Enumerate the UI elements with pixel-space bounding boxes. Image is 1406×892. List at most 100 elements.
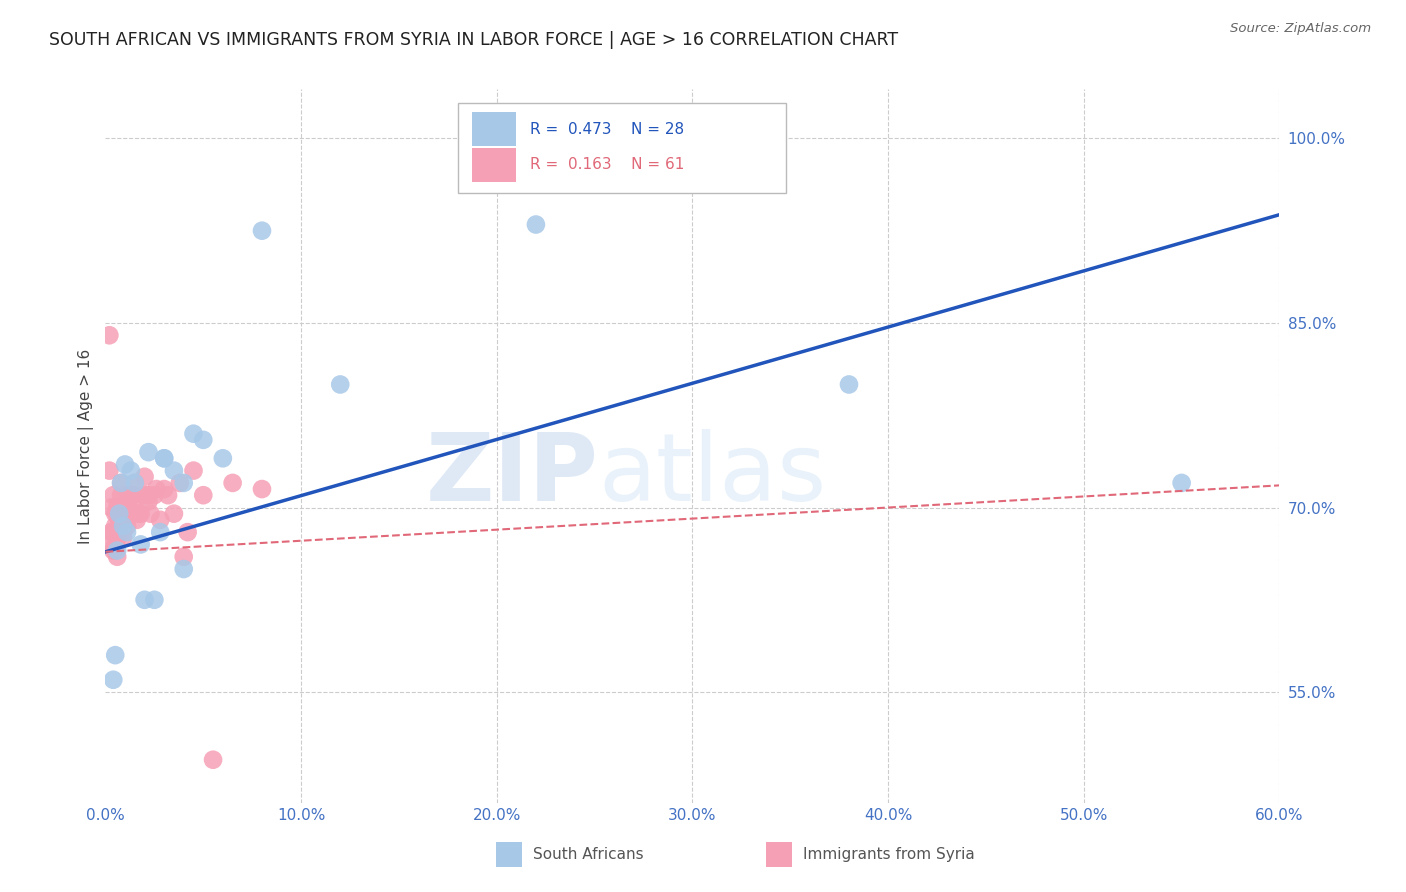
FancyBboxPatch shape: [472, 148, 516, 182]
FancyBboxPatch shape: [457, 103, 786, 193]
Point: [120, 488, 142, 502]
Point: [103, 543, 125, 558]
Point: [163, 464, 186, 478]
Point: [134, 469, 156, 483]
Point: [108, 519, 131, 533]
Point: [112, 525, 135, 540]
Point: [153, 451, 176, 466]
Point: [139, 507, 162, 521]
Point: [211, 451, 233, 466]
Point: [120, 507, 142, 521]
Point: [103, 673, 125, 687]
Point: [115, 519, 138, 533]
Point: [105, 543, 128, 558]
Point: [124, 494, 146, 508]
Point: [105, 531, 128, 545]
Point: [121, 488, 143, 502]
Point: [143, 592, 166, 607]
Point: [250, 224, 273, 238]
Point: [112, 519, 135, 533]
Point: [173, 549, 195, 564]
Point: [118, 488, 141, 502]
Text: Immigrants from Syria: Immigrants from Syria: [803, 847, 974, 862]
Point: [149, 525, 172, 540]
Text: R =  0.163    N = 61: R = 0.163 N = 61: [530, 157, 685, 172]
Point: [173, 562, 195, 576]
Point: [105, 500, 128, 515]
Point: [193, 488, 215, 502]
Point: [105, 507, 128, 521]
Point: [129, 537, 152, 551]
Point: [110, 500, 132, 515]
Point: [250, 482, 273, 496]
Point: [145, 482, 167, 496]
Point: [112, 531, 135, 545]
Text: South Africans: South Africans: [533, 847, 644, 862]
Point: [115, 507, 138, 521]
Point: [104, 507, 127, 521]
Point: [100, 500, 122, 515]
Point: [110, 475, 132, 490]
FancyBboxPatch shape: [766, 842, 792, 867]
Point: [138, 488, 160, 502]
Point: [118, 500, 141, 515]
Point: [100, 525, 122, 540]
Point: [129, 507, 152, 521]
Point: [125, 513, 148, 527]
Point: [104, 648, 127, 662]
Text: atlas: atlas: [599, 428, 827, 521]
Point: [124, 475, 146, 490]
Point: [131, 488, 153, 502]
Point: [108, 525, 131, 540]
Point: [110, 507, 132, 521]
Point: [221, 475, 243, 490]
Point: [121, 507, 143, 521]
Point: [114, 458, 136, 472]
Point: [169, 475, 191, 490]
Point: [108, 513, 131, 527]
Point: [176, 525, 198, 540]
Point: [134, 592, 156, 607]
Y-axis label: In Labor Force | Age > 16: In Labor Force | Age > 16: [79, 349, 94, 543]
Point: [163, 507, 186, 521]
Text: SOUTH AFRICAN VS IMMIGRANTS FROM SYRIA IN LABOR FORCE | AGE > 16 CORRELATION CHA: SOUTH AFRICAN VS IMMIGRANTS FROM SYRIA I…: [49, 31, 898, 49]
Point: [838, 377, 860, 392]
Point: [110, 475, 132, 490]
Point: [329, 377, 352, 392]
Point: [193, 433, 215, 447]
Point: [135, 488, 157, 502]
Point: [128, 507, 150, 521]
Point: [124, 475, 146, 490]
Point: [202, 753, 225, 767]
Point: [114, 507, 136, 521]
Point: [143, 488, 166, 502]
Point: [524, 218, 547, 232]
FancyBboxPatch shape: [472, 112, 516, 146]
Point: [114, 500, 136, 515]
Point: [105, 549, 128, 564]
Point: [100, 537, 122, 551]
Point: [103, 488, 125, 502]
Point: [115, 525, 138, 540]
Point: [1170, 475, 1192, 490]
Point: [108, 507, 131, 521]
Point: [149, 513, 172, 527]
Point: [138, 494, 160, 508]
Point: [157, 488, 180, 502]
Point: [183, 426, 205, 441]
Text: Source: ZipAtlas.com: Source: ZipAtlas.com: [1230, 22, 1371, 36]
Point: [103, 525, 125, 540]
Point: [114, 513, 136, 527]
Point: [98, 464, 121, 478]
Point: [110, 488, 132, 502]
Point: [153, 451, 176, 466]
Point: [138, 445, 160, 459]
Point: [104, 537, 127, 551]
Point: [98, 328, 121, 343]
Text: ZIP: ZIP: [426, 428, 599, 521]
Point: [120, 464, 142, 478]
Point: [153, 482, 176, 496]
Point: [104, 543, 127, 558]
FancyBboxPatch shape: [496, 842, 522, 867]
Point: [183, 464, 205, 478]
